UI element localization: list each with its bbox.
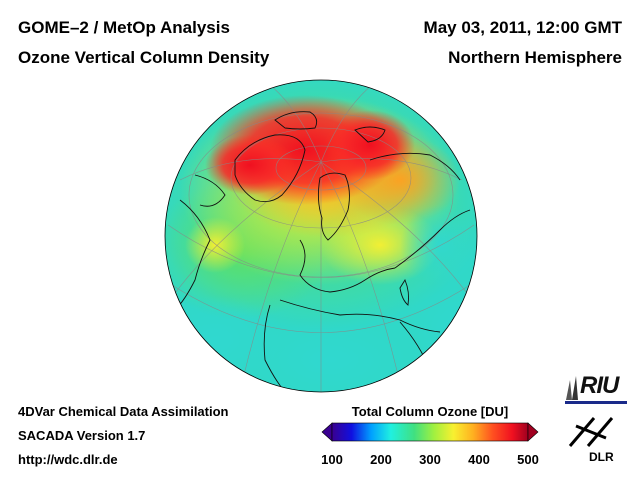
map-title: GOME–2 / MetOp Analysis	[18, 18, 230, 37]
version-label: SACADA Version 1.7	[18, 428, 146, 443]
riu-logo-icon	[566, 376, 578, 400]
dlr-logo-icon	[568, 417, 614, 447]
map-subtitle: Ozone Vertical Column Density	[18, 48, 270, 67]
graticule	[167, 84, 475, 392]
riu-logo: RIU	[580, 372, 619, 399]
colorbar-tick-label: 200	[370, 452, 392, 467]
ozone-field	[165, 80, 477, 392]
colorbar-tick-label: 500	[517, 452, 539, 467]
map-date: May 03, 2011, 12:00 GMT	[423, 18, 622, 37]
dlr-logo: DLR	[589, 450, 614, 464]
website-link[interactable]: http://wdc.dlr.de	[18, 452, 118, 467]
colorbar-tick-label: 400	[468, 452, 490, 467]
colorbar	[321, 422, 539, 442]
colorbar-title: Total Column Ozone [DU]	[351, 404, 509, 419]
colorbar-max-arrow	[527, 422, 539, 442]
map-region: Northern Hemisphere	[448, 48, 622, 67]
colorbar-min-arrow	[321, 422, 333, 442]
colorbar-tick-label: 300	[419, 452, 441, 467]
colorbar-tick-label: 100	[321, 452, 343, 467]
riu-underline	[565, 401, 627, 404]
method-label: 4DVar Chemical Data Assimilation	[18, 404, 229, 419]
